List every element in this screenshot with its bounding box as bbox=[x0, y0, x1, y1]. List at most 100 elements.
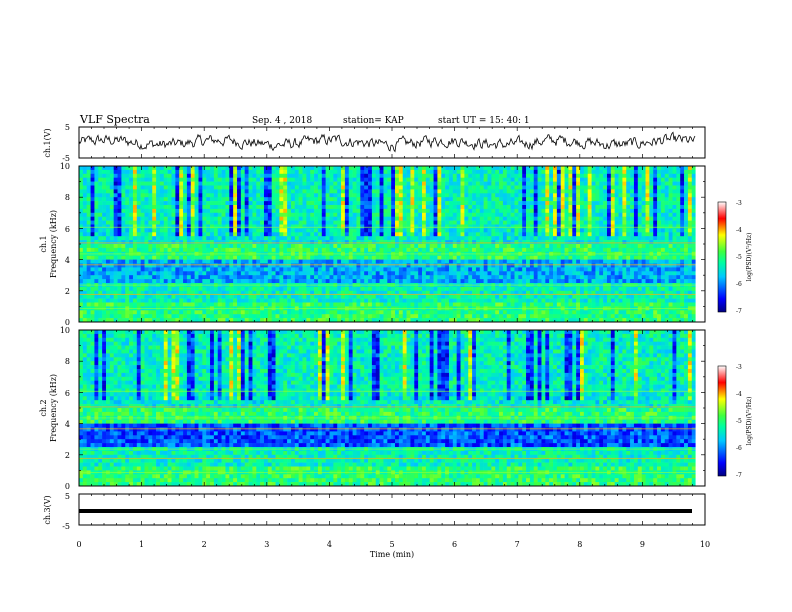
spectrogram-cell bbox=[233, 275, 238, 280]
spectrogram-cell bbox=[421, 259, 427, 264]
spectrogram-cell bbox=[506, 263, 511, 268]
spectrogram-cell bbox=[572, 216, 577, 221]
spectrogram-cell bbox=[576, 205, 581, 210]
spectrogram-cell bbox=[487, 275, 492, 280]
spectrogram-cell bbox=[129, 259, 134, 264]
spectrogram-cell bbox=[645, 166, 650, 171]
spectrogram-cell bbox=[649, 201, 654, 206]
spectrogram-cell bbox=[514, 267, 519, 272]
spectrogram-cell bbox=[653, 240, 658, 245]
spectrogram-cell bbox=[437, 275, 442, 280]
spectrogram-cell bbox=[522, 232, 527, 237]
spectrogram-cell bbox=[433, 220, 438, 225]
spectrogram-cell bbox=[344, 205, 350, 210]
spectrogram-cell bbox=[672, 275, 677, 280]
spectrogram-cell bbox=[152, 255, 157, 260]
spectrogram-cell bbox=[448, 220, 454, 225]
spectrogram-cell bbox=[171, 244, 176, 249]
spectrogram-cell bbox=[364, 247, 369, 253]
spectrogram-cell bbox=[603, 201, 608, 206]
spectrogram-cell bbox=[113, 185, 118, 190]
spectrogram-cell bbox=[452, 220, 457, 225]
spectrogram-cell bbox=[90, 224, 95, 229]
spectrogram-cell bbox=[580, 279, 585, 284]
spectrogram-cell bbox=[190, 201, 195, 206]
spectrogram-cell bbox=[356, 228, 361, 233]
spectrogram-cell bbox=[225, 212, 230, 217]
spectrogram-cell bbox=[352, 236, 357, 241]
spectrogram-cell bbox=[348, 267, 353, 272]
spectrogram-cell bbox=[425, 177, 430, 182]
spectrogram-cell bbox=[267, 166, 272, 171]
spectrogram-cell bbox=[194, 220, 199, 225]
spectrogram-cell bbox=[479, 208, 484, 214]
spectrogram-cell bbox=[421, 216, 427, 221]
spectrogram-cell bbox=[140, 216, 145, 221]
spectrogram-cell bbox=[522, 205, 527, 210]
spectrogram-cell bbox=[518, 166, 523, 171]
spectrogram-cell bbox=[117, 169, 122, 175]
spectrogram-cell bbox=[159, 185, 165, 190]
spectrogram-cell bbox=[421, 193, 427, 198]
spectrogram-cell bbox=[495, 240, 500, 245]
spectrogram-cell bbox=[210, 247, 215, 253]
spectrogram-cell bbox=[583, 255, 588, 260]
spectrogram-cell bbox=[352, 189, 357, 194]
spectrogram-cell bbox=[533, 275, 538, 280]
spectrogram-cell bbox=[421, 212, 427, 217]
spectrogram-cell bbox=[421, 255, 427, 260]
spectrogram-cell bbox=[460, 208, 465, 214]
spectrogram-cell bbox=[395, 177, 400, 182]
spectrogram-cell bbox=[271, 181, 276, 186]
spectrogram-cell bbox=[472, 185, 477, 190]
spectrogram-cell bbox=[287, 271, 292, 276]
spectrogram-cell bbox=[183, 169, 188, 175]
spectrogram-cell bbox=[125, 255, 130, 260]
spectrogram-cell bbox=[510, 228, 515, 233]
spectrogram-cell bbox=[383, 279, 388, 284]
spectrogram-cell bbox=[183, 205, 188, 210]
spectrogram-cell bbox=[337, 201, 342, 206]
spectrogram-cell bbox=[206, 263, 211, 268]
spectrogram-cell bbox=[202, 279, 207, 284]
spectrogram-cell bbox=[433, 259, 438, 264]
spectrogram-cell bbox=[302, 197, 307, 202]
spectrogram-cell bbox=[179, 244, 184, 249]
spectrogram-cell bbox=[256, 189, 261, 194]
spectrogram-cell bbox=[545, 271, 550, 276]
spectrogram-cell bbox=[368, 271, 373, 276]
spectrogram-cell bbox=[576, 232, 581, 237]
spectrogram-cell bbox=[310, 208, 315, 214]
spectrogram-cell bbox=[298, 236, 303, 241]
spectrogram-cell bbox=[364, 228, 369, 233]
spectrogram-cell bbox=[117, 189, 122, 194]
spectrogram-cell bbox=[317, 240, 323, 245]
spectrogram-cell bbox=[163, 275, 168, 280]
spectrogram-cell bbox=[618, 279, 623, 284]
spectrogram-cell bbox=[468, 216, 473, 221]
spectrogram-cell bbox=[587, 279, 592, 284]
spectrogram-cell bbox=[171, 205, 176, 210]
spectrogram-cell bbox=[82, 212, 87, 217]
spectrogram-cell bbox=[395, 169, 400, 175]
spectrogram-cell bbox=[649, 177, 654, 182]
spectrogram-cell bbox=[414, 201, 419, 206]
spectrogram-cell bbox=[237, 181, 242, 186]
spectrogram-cell bbox=[371, 236, 377, 241]
spectrogram-cell bbox=[410, 189, 415, 194]
spectrogram-cell bbox=[641, 205, 646, 210]
spectrogram-cell bbox=[564, 189, 569, 194]
spectrogram-cell bbox=[283, 244, 288, 249]
spectrogram-cell bbox=[510, 267, 515, 272]
spectrogram-cell bbox=[113, 259, 118, 264]
spectrogram-cell bbox=[464, 181, 469, 186]
spectrogram-cell bbox=[260, 275, 265, 280]
spectrogram-cell bbox=[518, 224, 523, 229]
spectrogram-cell bbox=[514, 228, 519, 233]
spectrogram-cell bbox=[190, 275, 195, 280]
spectrogram-cell bbox=[290, 228, 296, 233]
spectrogram-cell bbox=[533, 232, 538, 237]
spectrogram-cell bbox=[275, 279, 280, 284]
spectrogram-cell bbox=[603, 236, 608, 241]
spectrogram-cell bbox=[371, 185, 377, 190]
